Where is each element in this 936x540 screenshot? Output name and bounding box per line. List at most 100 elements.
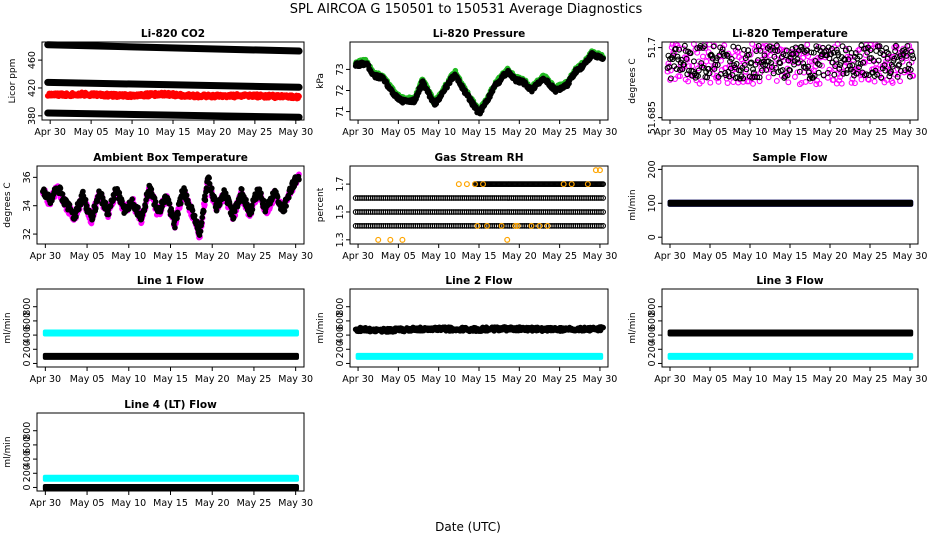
series-point xyxy=(281,207,288,214)
x-tick-label: Apr 30 xyxy=(654,374,686,385)
x-tick-label: Apr 30 xyxy=(342,374,374,385)
series-point xyxy=(839,43,846,50)
x-tick-label: May 20 xyxy=(502,374,537,385)
y-tick-label: 0 xyxy=(22,484,33,490)
series-point xyxy=(152,198,159,205)
x-tick-label: May 25 xyxy=(237,498,272,509)
x-tick-label: May 05 xyxy=(70,251,105,262)
series-point xyxy=(283,203,289,209)
x-tick-label: May 10 xyxy=(421,127,456,138)
y-tick-label: 34 xyxy=(22,200,33,212)
series-point xyxy=(504,236,511,243)
series-point xyxy=(274,194,281,200)
series-point xyxy=(189,207,196,214)
y-axis-label: percent xyxy=(316,187,326,222)
series-point xyxy=(102,199,109,206)
series-point xyxy=(730,43,737,50)
x-tick-label: May 30 xyxy=(278,127,313,138)
x-tick-label: May 05 xyxy=(381,374,416,385)
series-point xyxy=(217,201,223,208)
x-tick-label: May 20 xyxy=(195,251,230,262)
x-tick-label: May 25 xyxy=(542,127,577,138)
series-point xyxy=(59,191,66,197)
series-point xyxy=(135,204,141,211)
x-tick-label: May 15 xyxy=(153,251,188,262)
x-tick-label: May 15 xyxy=(462,251,497,262)
series-point xyxy=(197,228,204,235)
panel-6: Sample Flow ml/min 0 100 200 Apr 30 May 05 May … xyxy=(628,152,927,262)
y-tick-label: 0 xyxy=(22,360,33,366)
y-tick-label: 51.7 xyxy=(647,37,658,58)
x-tick-label: May 15 xyxy=(773,127,808,138)
series-point xyxy=(600,324,606,331)
x-tick-label: May 30 xyxy=(893,251,928,262)
y-tick-label: 0 xyxy=(335,360,346,366)
data-marks xyxy=(40,171,302,241)
series-point xyxy=(142,203,149,210)
x-tick-label: May 10 xyxy=(733,127,768,138)
series-trend xyxy=(44,109,303,121)
y-axis-label: ml/min xyxy=(316,312,326,343)
series-point xyxy=(198,219,205,226)
panels: Li-820 CO2 Licor ppm 380 420 460 Apr 30 May 05… xyxy=(3,28,927,509)
series-point xyxy=(773,77,780,84)
panel-title: Ambient Box Temperature xyxy=(93,152,248,164)
x-tick-label: May 15 xyxy=(156,127,191,138)
series-point xyxy=(238,186,245,193)
y-axis-label: degrees C xyxy=(628,58,638,103)
x-tick-label: May 15 xyxy=(462,127,497,138)
y-tick-label: 460 xyxy=(27,51,38,69)
series-point xyxy=(871,78,878,85)
series-band xyxy=(667,352,914,360)
x-tick-label: May 20 xyxy=(813,127,848,138)
x-tick-label: May 25 xyxy=(853,374,888,385)
series-point xyxy=(75,206,82,213)
panel-title: Li-820 CO2 xyxy=(141,28,205,40)
x-tick-label: Apr 30 xyxy=(654,251,686,262)
y-tick-label: 0 xyxy=(647,234,658,240)
series-trend xyxy=(44,78,303,91)
x-tick-label: May 20 xyxy=(813,251,848,262)
series-point xyxy=(202,197,209,204)
series-band xyxy=(355,352,604,360)
y-tick-label: 800 xyxy=(647,298,658,316)
series-point xyxy=(463,181,470,188)
series-point xyxy=(296,176,302,183)
x-tick-label: May 20 xyxy=(813,374,848,385)
x-tick-label: May 20 xyxy=(197,127,232,138)
series-point xyxy=(286,194,292,201)
series-point xyxy=(750,66,756,73)
series-point xyxy=(765,74,772,81)
y-tick-label: 73 xyxy=(335,63,346,75)
x-tick-label: May 20 xyxy=(502,127,537,138)
series-point xyxy=(232,208,238,215)
y-tick-label: 200 xyxy=(647,160,658,178)
series-point xyxy=(199,214,206,221)
y-tick-label: 1.7 xyxy=(335,177,346,192)
figure-title: SPL AIRCOA G 150501 to 150531 Average Di… xyxy=(290,2,643,17)
y-tick-label: 71 xyxy=(335,106,346,118)
panel-4: Ambient Box Temperature degrees C 32 34 36 Ap… xyxy=(3,152,313,262)
series-band xyxy=(667,329,914,337)
x-tick-label: May 05 xyxy=(70,374,105,385)
figure-x-axis-label: Date (UTC) xyxy=(435,520,501,534)
panel-title: Gas Stream RH xyxy=(434,152,523,164)
series-point xyxy=(773,42,780,49)
series-point xyxy=(191,212,198,219)
x-tick-label: May 25 xyxy=(238,127,273,138)
y-axis-label: kPa xyxy=(316,73,326,89)
y-axis-label: degrees C xyxy=(3,182,13,227)
panel-2: Li-820 Pressure kPa 71 72 73 Apr 30 May 05 May … xyxy=(316,28,617,138)
panel-1: Li-820 CO2 Licor ppm 380 420 460 Apr 30 May 05… xyxy=(8,28,313,138)
x-tick-label: May 30 xyxy=(583,374,618,385)
y-tick-label: 420 xyxy=(27,79,38,97)
series-point xyxy=(166,200,173,207)
x-tick-label: May 30 xyxy=(278,374,313,385)
x-tick-label: May 05 xyxy=(693,127,728,138)
series-point xyxy=(206,175,212,181)
series-point xyxy=(172,224,178,231)
x-tick-label: May 05 xyxy=(381,127,416,138)
